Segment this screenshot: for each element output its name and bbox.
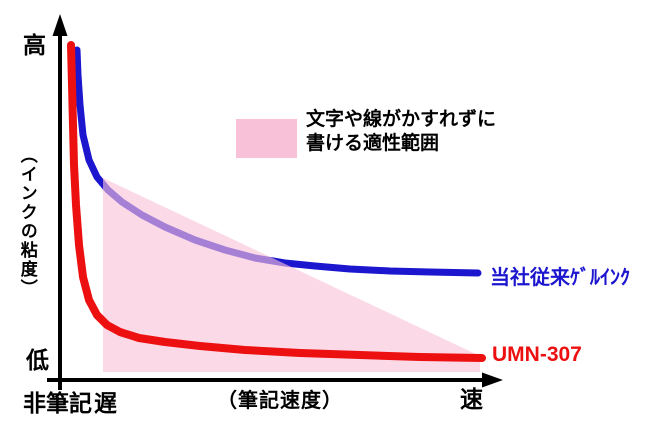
x-axis-arrow-icon (482, 372, 503, 388)
red-curve (67, 41, 486, 362)
series-label-conventional-gel-ink: 当社従来ｹﾞﾙｲﾝｸ (490, 267, 630, 289)
y-axis-high-label: 高 (23, 32, 46, 58)
series-label-umn307: UMN-307 (492, 343, 582, 366)
x-axis-fast-label: 速 (460, 386, 483, 412)
x-axis-nonwriting-label: 非筆記 (23, 390, 92, 416)
legend-caption-line1: 文字や線がかすれずに (306, 109, 497, 130)
y-axis-arrow-icon (52, 14, 68, 36)
y-axis-low-label: 低 (26, 347, 49, 373)
legend-caption: 文字や線がかすれずに 書ける適性範囲 (306, 108, 496, 156)
x-axis-slow-label: 遅 (94, 390, 117, 416)
suitable-range-region (103, 178, 480, 372)
y-axis-title: （インクの粘度） (17, 146, 37, 298)
legend-caption-line2: 書ける適性範囲 (306, 133, 440, 154)
legend-pink-swatch (236, 119, 297, 158)
x-axis-title: （筆記速度） (217, 390, 343, 412)
